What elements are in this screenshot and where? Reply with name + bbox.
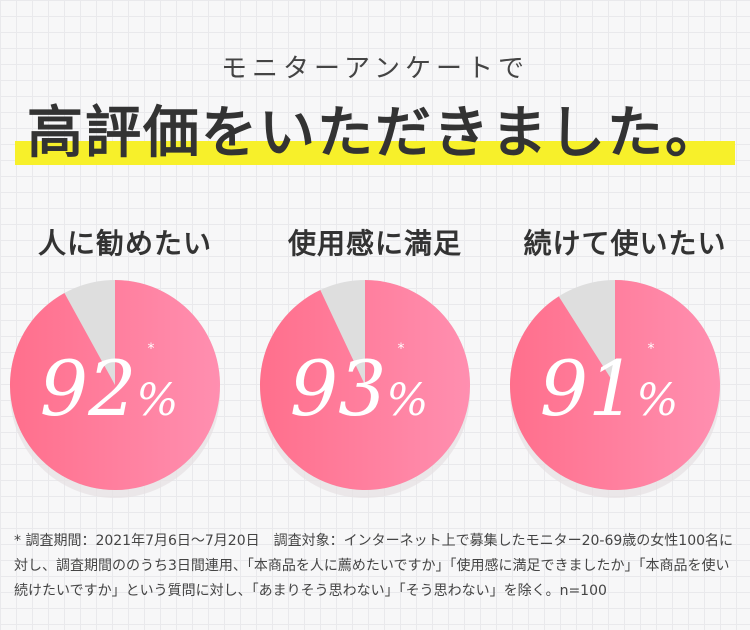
survey-subtitle: モニターアンケートで: [221, 54, 529, 84]
headline-container: 高評価をいただきました。: [0, 88, 750, 169]
pie-svg: 93%*: [259, 280, 470, 498]
footnote: * 調査期間：2021年7月6日〜7月20日 調査対象：インターネット上で募集し…: [14, 533, 734, 599]
chart-title: 人に勧めたい: [37, 227, 212, 260]
highlight-marker: [15, 141, 735, 165]
pie-slice-value: [9, 280, 220, 490]
pie-chart-1: 人に勧めたい 92% *: [5, 222, 245, 512]
pie-slice-value: [510, 280, 720, 490]
pie-chart-2: 使用感に満足 93% *: [255, 222, 495, 512]
pie-asterisk: *: [648, 341, 655, 357]
pie-value-label: 93%: [290, 344, 429, 433]
pie-value-label: 92%: [40, 344, 179, 433]
pie-slice-value: [259, 280, 470, 490]
pie-asterisk: *: [148, 341, 155, 357]
pie-asterisk: *: [398, 341, 405, 357]
chart-title: 続けて使いたい: [523, 227, 727, 260]
chart-title: 使用感に満足: [287, 227, 462, 260]
pie-value-label: 91%: [540, 344, 679, 433]
pie-chart-3: 続けて使いたい 91% *: [505, 222, 745, 512]
headline: 高評価をいただきました。: [15, 88, 735, 169]
headline-text: 高評価をいただきました。: [27, 101, 723, 166]
pie-svg: 92%*: [9, 280, 220, 498]
pie-svg: 91%*: [510, 280, 720, 498]
